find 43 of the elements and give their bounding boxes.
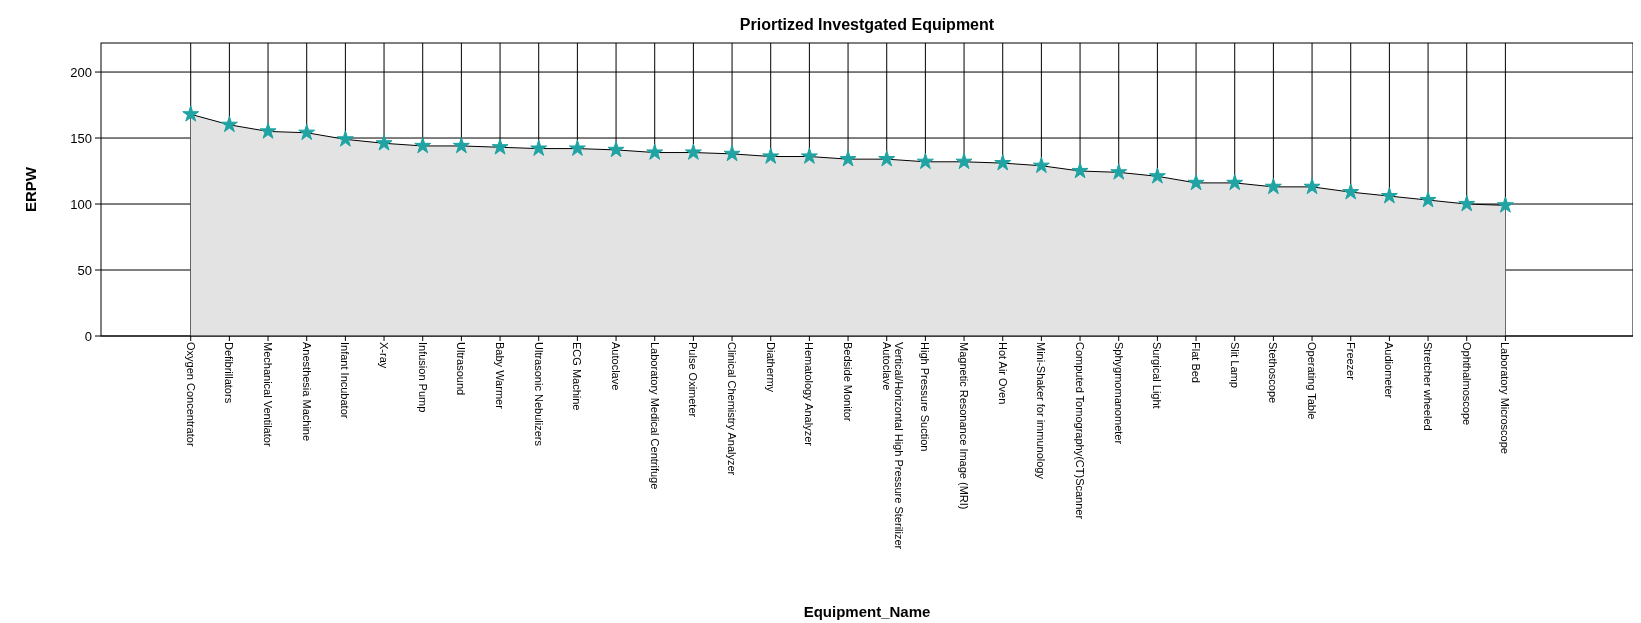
x-tick-label: ECG Machine — [571, 342, 584, 411]
y-tick-label: 0 — [84, 328, 92, 344]
x-tick-label: Mechanical Ventilator — [262, 342, 275, 447]
y-tick-label: 200 — [70, 64, 92, 80]
x-tick-label: Diathermy — [764, 342, 777, 393]
x-tick-label: X-ray — [378, 342, 391, 369]
x-tick-label: Infusion Pump — [416, 342, 429, 413]
x-tick-label: Operating Table — [1306, 342, 1319, 420]
x-tick-label: Ultrasonic Nebulizers — [532, 342, 545, 447]
x-tick-label: Magnetic Resonance Image (MRI) — [958, 342, 971, 510]
x-tick-label: Pulse Oximeter — [687, 342, 700, 418]
x-tick-label: Flat Bed — [1190, 342, 1203, 383]
x-tick-label: Computed Tomography(CT)Scanner — [1074, 342, 1087, 520]
x-tick-label: Oxygen Concentrator — [184, 342, 197, 447]
y-tick-label: 150 — [70, 130, 92, 146]
x-tick-label: Hematology Analyzer — [803, 342, 816, 447]
x-tick-label: Sphygmomanometer — [1112, 342, 1125, 445]
x-tick-label: Mini-Shaker for immunology — [1035, 342, 1048, 480]
x-tick-label: Baby Warmer — [494, 342, 507, 410]
y-tick-label: 50 — [77, 262, 92, 278]
x-tick-label: Ultrasound — [455, 342, 468, 396]
x-tick-label: Ophthalmoscope — [1460, 342, 1473, 426]
x-tick-label: Clinical Chemistry Analyzer — [726, 342, 739, 476]
x-tick-label: Hot Air Oven — [996, 342, 1009, 405]
x-tick-label: Slit Lamp — [1228, 342, 1241, 388]
y-tick-label: 100 — [70, 196, 92, 212]
x-tick-label: High Pressure Suction — [919, 342, 932, 452]
x-tick-label: Anesthesia Machine — [300, 342, 313, 442]
x-tick-label: Vertical/Horizontal High Pressure Sterilizer Autoclave — [880, 342, 906, 550]
x-tick-label: Laboratory Microscope — [1499, 342, 1512, 454]
x-tick-label: Defibrillators — [223, 342, 236, 404]
x-tick-label: Laboratory Medical Centrifuge — [648, 342, 661, 490]
x-tick-label: Surgical Light — [1151, 342, 1164, 409]
y-axis-title: ERPW — [22, 166, 39, 212]
x-tick-label: Audiometer — [1383, 342, 1396, 399]
x-tick-label: Bedside Monitor — [842, 342, 855, 422]
chart-title: Priortized Investgated Equipment — [739, 16, 995, 33]
x-axis-title: Equipment_Name — [803, 603, 931, 620]
x-tick-label: Freezer — [1344, 342, 1357, 381]
x-tick-label: Infant Incubator — [339, 342, 352, 419]
x-tick-label: Stethoscope — [1267, 342, 1280, 404]
x-tick-label: Autoclave — [610, 342, 623, 391]
x-tick-label: Stretcher wheeled — [1422, 342, 1435, 431]
